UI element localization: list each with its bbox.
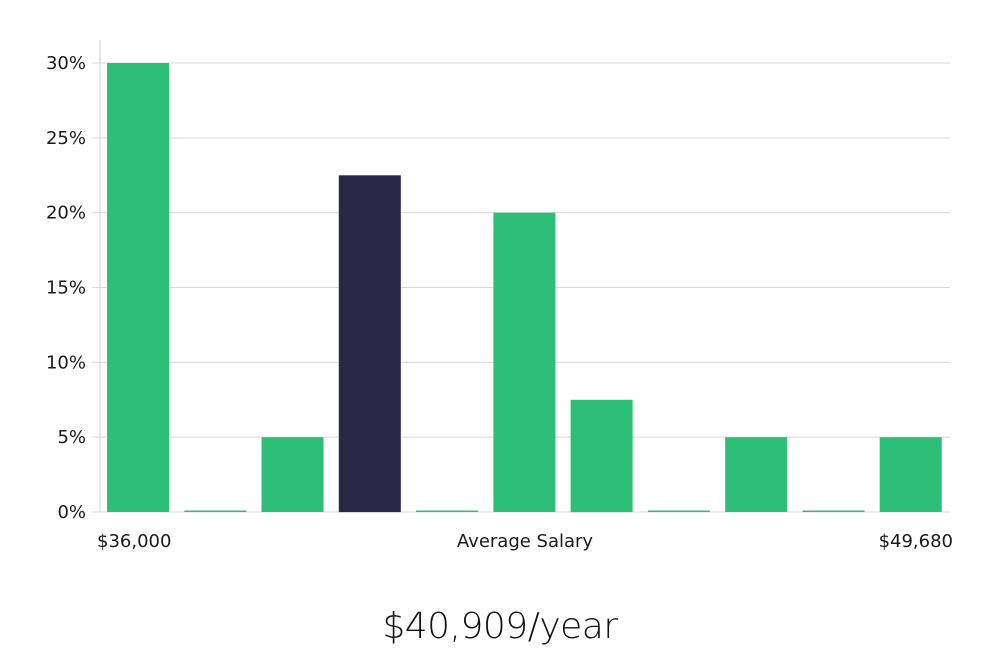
bar-highlight bbox=[338, 175, 401, 513]
chart-canvas: 0% 5% 10% 15% 20% 25% 30% $36,000 Average Salary… bbox=[46, 40, 953, 552]
bar bbox=[879, 437, 942, 512]
bar bbox=[647, 510, 710, 512]
bar bbox=[107, 63, 169, 512]
bars bbox=[107, 63, 942, 513]
bar bbox=[570, 399, 633, 513]
y-tick-label: 30% bbox=[46, 53, 86, 74]
tick-labels: 0% 5% 10% 15% 20% 25% 30% $36,000 Average Salary… bbox=[46, 53, 953, 552]
y-tick-label: 20% bbox=[46, 203, 86, 224]
bar bbox=[493, 212, 556, 512]
y-tick-label: 25% bbox=[46, 128, 86, 149]
bar bbox=[802, 510, 865, 512]
x-axis-title: Average Salary bbox=[457, 531, 594, 552]
y-tick-label: 10% bbox=[46, 352, 86, 373]
y-tick-label: 5% bbox=[57, 427, 86, 448]
bar bbox=[416, 510, 479, 512]
x-max-label: $49,680 bbox=[879, 531, 953, 552]
bar bbox=[184, 510, 247, 512]
y-tick-label: 0% bbox=[57, 502, 86, 523]
y-tick-label: 15% bbox=[46, 278, 86, 299]
bar bbox=[261, 437, 324, 512]
average-salary-value: $40,909/year bbox=[382, 606, 618, 647]
x-min-label: $36,000 bbox=[97, 531, 171, 552]
bar bbox=[725, 437, 788, 512]
